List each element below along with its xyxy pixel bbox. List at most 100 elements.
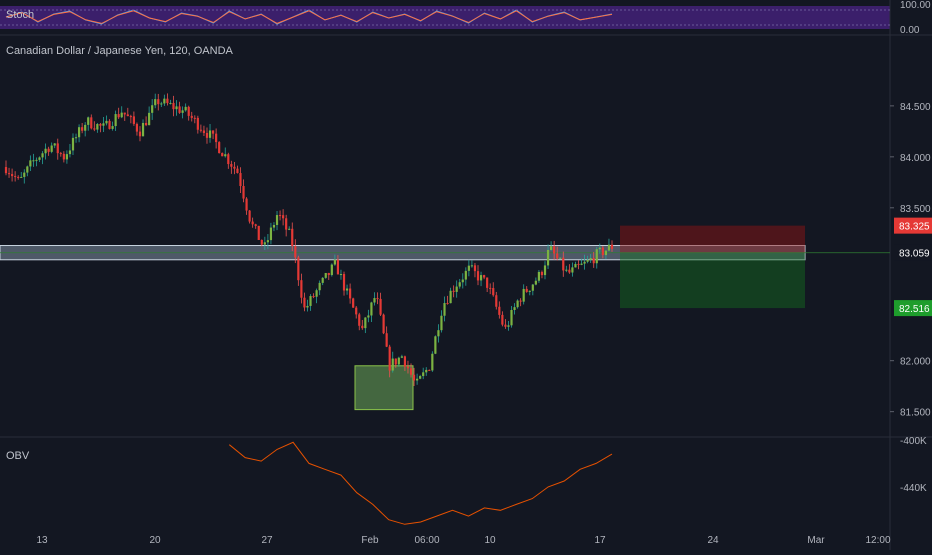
candle-body: [163, 98, 166, 104]
candle-body: [358, 314, 361, 326]
time-tick-label: 06:00: [414, 535, 439, 546]
candle-body: [300, 280, 303, 298]
candle-body: [224, 154, 227, 157]
candle-body: [479, 275, 483, 281]
candle-body: [476, 271, 480, 281]
price-tick-label: 84.000: [900, 153, 931, 164]
candle-body: [257, 225, 260, 240]
candle-body: [431, 353, 434, 371]
candle-body: [409, 368, 413, 375]
candle-body: [230, 164, 233, 167]
candle-body: [245, 198, 248, 211]
candle-body: [108, 120, 111, 129]
candle-body: [84, 124, 87, 131]
obv-tick-label: -440K: [900, 483, 927, 494]
candle-body: [610, 244, 614, 249]
candle-body: [132, 116, 135, 124]
candle-body: [68, 150, 72, 155]
candle-body: [562, 257, 565, 271]
candle-body: [510, 309, 513, 326]
candle-body: [144, 122, 148, 126]
target-price-label-bg: [894, 300, 932, 317]
candle-body: [111, 126, 114, 129]
price-tick-label: 81.500: [900, 408, 931, 419]
candle-body: [355, 307, 358, 315]
candle-body: [196, 117, 199, 130]
candle-body: [419, 376, 422, 379]
candle-body: [44, 148, 47, 154]
candle-body: [90, 117, 93, 129]
candle-body: [288, 228, 291, 230]
candle-body: [403, 356, 407, 367]
candle-body: [20, 176, 23, 178]
candle-body: [327, 272, 330, 276]
candle-body: [507, 325, 510, 327]
price-tick-label: 84.500: [900, 102, 931, 113]
candle-body: [297, 257, 300, 281]
candle-body: [586, 259, 589, 262]
stop-price-label-bg: [894, 217, 932, 234]
candle-body: [449, 290, 452, 304]
candle-body: [154, 99, 157, 106]
candle-body: [239, 173, 242, 187]
candle-body: [227, 154, 230, 165]
candle-body: [513, 307, 516, 310]
candle-body: [29, 160, 32, 167]
candle-body: [53, 143, 56, 146]
candle-body: [236, 168, 239, 174]
candle-body: [221, 153, 224, 157]
time-tick-label: 10: [484, 535, 496, 546]
candle-body: [455, 286, 458, 292]
candle-body: [352, 298, 355, 308]
candle-body: [330, 264, 333, 276]
candle-body: [99, 124, 102, 126]
candle-body: [543, 265, 547, 276]
candle-body: [568, 269, 571, 273]
stop-loss-zone: [620, 225, 805, 253]
time-tick-label: Feb: [361, 535, 379, 546]
candle-body: [35, 159, 38, 161]
candle-body: [324, 272, 327, 278]
candle-body: [553, 246, 556, 254]
candle-body: [169, 102, 172, 104]
candle-body: [339, 274, 343, 276]
candle-body: [373, 298, 376, 303]
obv-tick-label: -400K: [900, 436, 927, 447]
candle-body: [574, 263, 577, 268]
candle-body: [556, 253, 559, 259]
candle-body: [266, 240, 269, 243]
candle-body: [93, 128, 96, 130]
candle-body: [306, 305, 309, 308]
accumulation-box: [354, 365, 414, 411]
candle-body: [184, 106, 187, 111]
candle-body: [23, 172, 26, 177]
candle-body: [138, 131, 142, 137]
candle-body: [199, 129, 202, 131]
candle-body: [549, 246, 553, 250]
candle-body: [489, 287, 492, 289]
candle-body: [26, 166, 29, 173]
candle-body: [546, 249, 550, 266]
candle-body: [486, 277, 489, 288]
candle-body: [461, 279, 464, 283]
candle-body: [10, 174, 14, 177]
candle-body: [205, 132, 209, 138]
candle-body: [50, 145, 53, 152]
candle-body: [233, 166, 236, 169]
candle-body: [382, 314, 385, 334]
stoch-tick-label: 100.00: [900, 0, 931, 11]
candle-body: [38, 157, 41, 160]
candle-body: [580, 263, 583, 265]
candle-body: [598, 247, 601, 250]
candle-body: [443, 303, 446, 316]
candle-body: [367, 315, 370, 318]
candle-body: [4, 167, 8, 174]
candle-body: [406, 366, 410, 369]
candle-body: [425, 369, 428, 373]
stoch-tick-label: 0.00: [900, 25, 920, 36]
candle-body: [96, 124, 99, 130]
candle-body: [437, 330, 440, 337]
price-tick-label: 83.500: [900, 204, 931, 215]
